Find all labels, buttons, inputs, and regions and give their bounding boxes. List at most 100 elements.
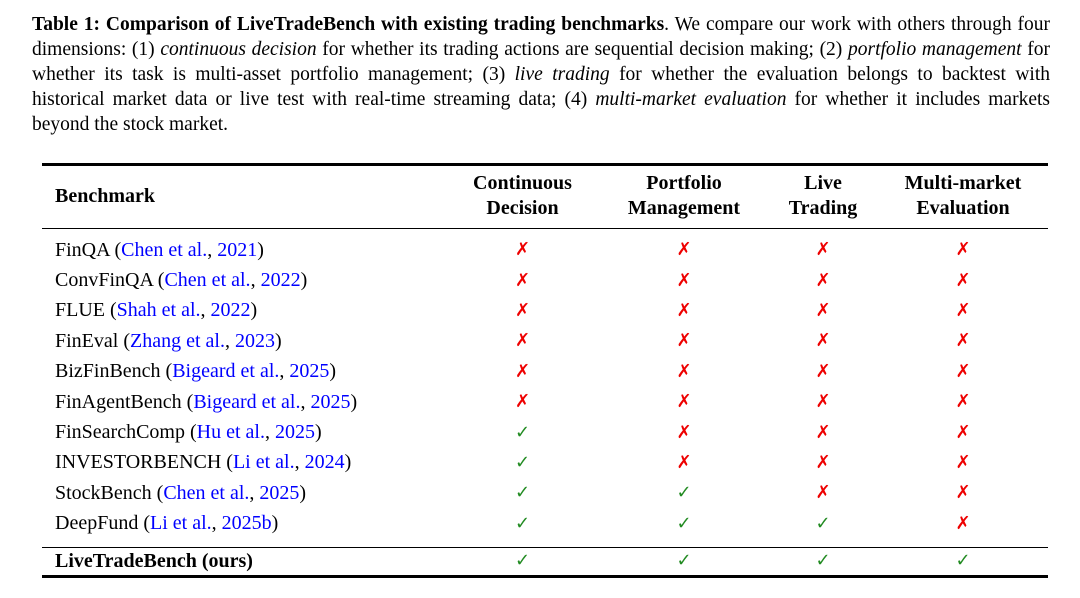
mark-cell: ✗	[600, 301, 768, 320]
benchmark-name: DeepFund (	[55, 512, 150, 535]
citation-separator: ,	[207, 238, 218, 261]
caption-title: Comparison of LiveTradeBench with existi…	[105, 14, 665, 35]
caption-seg2: for whether its trading actions are sequ…	[316, 39, 848, 60]
citation-year-link[interactable]: 2025	[274, 421, 315, 444]
mark-cell: ✗	[445, 360, 600, 382]
check-icon: ✓	[815, 512, 831, 534]
cross-icon: ✗	[514, 360, 531, 382]
citation-close-paren: )	[299, 481, 307, 504]
benchmark-name-cell: FinAgentBench (Bigeard et al., 2025)	[42, 391, 445, 414]
citation-author-link[interactable]: Li et al.	[232, 451, 295, 474]
mark-cell: ✓	[445, 421, 600, 443]
caption-dim4: multi-market evaluation	[595, 89, 787, 110]
cross-icon: ✗	[955, 391, 971, 413]
mark-cell: ✗	[445, 271, 600, 290]
mark-cell: ✓	[445, 552, 600, 570]
mark-cell: ✗	[768, 393, 878, 411]
benchmark-name: FinEval (	[55, 329, 130, 352]
check-icon: ✓	[514, 421, 531, 443]
citation-author-link[interactable]: Bigeard et al.	[172, 360, 280, 383]
header-portfolio-line1: Portfolio	[646, 172, 722, 194]
citation-year-link[interactable]: 2024	[304, 451, 345, 474]
citation-year-link[interactable]: 2025	[310, 390, 351, 413]
mark-cell: ✗	[600, 393, 768, 411]
cross-icon: ✗	[815, 421, 831, 443]
citation-author-link[interactable]: Li et al.	[149, 512, 212, 535]
benchmark-name-cell: ConvFinQA (Chen et al., 2022)	[42, 269, 445, 292]
header-benchmark: Benchmark	[42, 171, 445, 221]
table-row: DeepFund (Li et al., 2025b) ✓ ✓ ✓ ✗	[42, 509, 1048, 539]
header-continuous-decision: Continuous Decision	[445, 171, 600, 221]
cross-icon: ✗	[955, 269, 971, 291]
benchmark-name-cell: FinSearchComp (Hu et al., 2025)	[42, 421, 445, 444]
check-icon: ✓	[955, 550, 971, 572]
citation-author-link[interactable]: Shah et al.	[116, 299, 201, 322]
caption-seg5: for whether it includes markets beyond t…	[32, 89, 1050, 135]
caption-dim1: continuous decision	[160, 39, 317, 60]
mark-cell: ✗	[878, 484, 1048, 502]
header-continuous-line2: Decision	[486, 197, 559, 219]
cross-icon: ✗	[676, 269, 692, 291]
check-icon: ✓	[676, 512, 692, 534]
cross-icon: ✗	[514, 239, 531, 261]
cross-icon: ✗	[815, 360, 831, 382]
mark-cell: ✓	[600, 552, 768, 570]
caption-seg3: for whether its task is multi-asset port…	[32, 39, 1050, 85]
citation-close-paren: )	[314, 421, 322, 444]
citation-author-link[interactable]: Chen et al.	[163, 481, 250, 504]
citation-separator: ,	[300, 390, 311, 413]
citation-separator: ,	[211, 512, 222, 535]
ours-name-cell: LiveTradeBench (ours)	[42, 550, 445, 573]
citation-author-link[interactable]: Hu et al.	[196, 421, 265, 444]
citation-year-link[interactable]: 2025	[259, 481, 300, 504]
citation-close-paren: )	[344, 451, 352, 474]
caption-seg1: . We compare our work with others throug…	[32, 14, 1050, 60]
citation-year-link[interactable]: 2021	[217, 238, 258, 261]
mark-cell: ✓	[768, 512, 878, 534]
mark-cell: ✗	[600, 423, 768, 442]
table-row: StockBench (Chen et al., 2025) ✓ ✓ ✗ ✗	[42, 478, 1048, 508]
cross-icon: ✗	[955, 299, 971, 321]
citation-year-link[interactable]: 2025	[289, 360, 330, 383]
citation-year-link[interactable]: 2023	[234, 329, 275, 352]
citation-year-link[interactable]: 2022	[210, 299, 251, 322]
mark-cell: ✓	[445, 514, 600, 533]
benchmark-name: StockBench (	[55, 481, 164, 504]
table-caption: Table 1: Comparison of LiveTradeBench wi…	[32, 12, 1050, 137]
citation-separator: ,	[250, 269, 261, 292]
citation-author-link[interactable]: Bigeard et al.	[193, 390, 301, 413]
mark-cell: ✗	[768, 332, 878, 350]
cross-icon: ✗	[676, 391, 692, 413]
header-continuous-line1: Continuous	[473, 172, 572, 194]
mark-cell: ✗	[878, 299, 1048, 321]
citation-close-paren: )	[257, 238, 264, 261]
benchmark-name-cell: BizFinBench (Bigeard et al., 2025)	[42, 360, 445, 383]
citation-year-link[interactable]: 2025b	[221, 512, 272, 535]
check-icon: ✓	[815, 550, 831, 572]
cross-icon: ✗	[514, 330, 531, 352]
cross-icon: ✗	[514, 391, 531, 413]
cross-icon: ✗	[955, 330, 971, 352]
citation-year-link[interactable]: 2022	[260, 269, 301, 292]
benchmark-name: FinQA (	[55, 238, 122, 261]
mark-cell: ✗	[878, 453, 1048, 472]
citation-author-link[interactable]: Zhang et al.	[130, 329, 225, 352]
mark-cell: ✗	[600, 332, 768, 350]
citation-close-paren: )	[250, 299, 258, 322]
benchmark-name-cell: INVESTORBENCH (Li et al., 2024)	[42, 451, 445, 474]
table-row: FinQA (Chen et al., 2021) ✗ ✗ ✗ ✗	[42, 235, 1048, 265]
citation-author-link[interactable]: Chen et al.	[164, 269, 251, 292]
mark-cell: ✗	[878, 269, 1048, 291]
mark-cell: ✗	[600, 362, 768, 381]
mark-cell: ✓	[445, 484, 600, 502]
check-icon: ✓	[514, 482, 531, 504]
cross-icon: ✗	[815, 330, 831, 352]
table-row: FinEval (Zhang et al., 2023) ✗ ✗ ✗ ✗	[42, 326, 1048, 356]
citation-separator: ,	[200, 299, 211, 322]
header-multimarket-line2: Evaluation	[916, 197, 1010, 219]
cross-icon: ✗	[815, 451, 831, 473]
table-row: ConvFinQA (Chen et al., 2022) ✗ ✗ ✗ ✗	[42, 265, 1048, 295]
citation-author-link[interactable]: Chen et al.	[121, 238, 208, 261]
table-header-row: Benchmark Continuous Decision Portfolio …	[42, 163, 1048, 229]
mark-cell: ✗	[878, 241, 1048, 259]
